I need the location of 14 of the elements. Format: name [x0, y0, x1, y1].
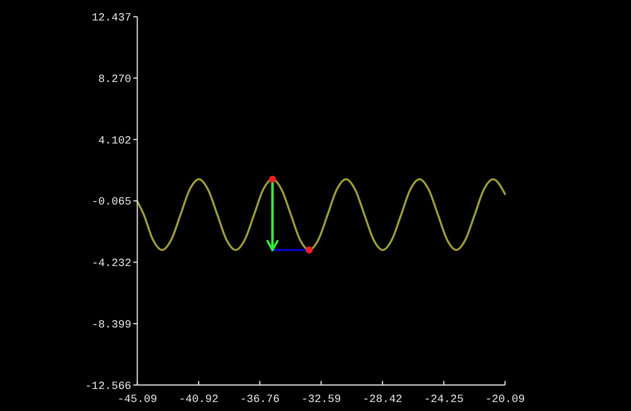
- y-tick-label: -12.566: [85, 380, 132, 393]
- x-tick-label: -24.25: [424, 394, 464, 406]
- x-tick-label: -36.76: [240, 394, 280, 406]
- y-tick-label: -8.399: [92, 319, 132, 332]
- y-tick-label: 8.270: [98, 74, 132, 86]
- y-tick-label: -0.065: [92, 196, 132, 209]
- y-tick-label: -4.232: [92, 258, 132, 270]
- x-tick-label: -20.09: [485, 394, 525, 406]
- x-tick-label: -32.59: [301, 394, 341, 406]
- x-tick-label: -28.42: [362, 394, 402, 406]
- x-tick-label: -45.09: [117, 394, 158, 406]
- y-tick-label: 12.437: [92, 12, 132, 25]
- y-tick-label: 4.102: [98, 135, 132, 148]
- x-tick-label: -40.92: [178, 394, 218, 406]
